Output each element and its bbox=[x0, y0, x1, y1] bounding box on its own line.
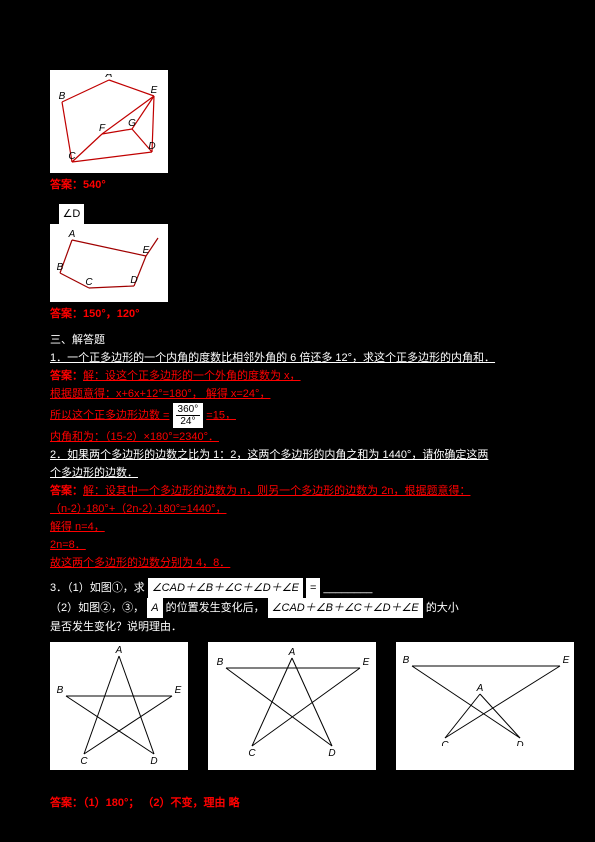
polygon-figure-1: A B C D E F G bbox=[54, 74, 164, 169]
svg-text:D: D bbox=[328, 748, 335, 756]
a2-line3: 解得 n=4， bbox=[50, 521, 105, 533]
svg-text:B: B bbox=[59, 91, 66, 102]
svg-text:C: C bbox=[85, 277, 93, 288]
star-row: A B C D E A B C D E A B C D E bbox=[50, 642, 545, 770]
q1-text: 1．一个正多边形的一个内角的度数比相邻外角的 6 倍还多 12°，求这个正多边形… bbox=[50, 352, 495, 364]
svg-text:D: D bbox=[150, 756, 157, 766]
q3-l2b: 的位置发生变化后， bbox=[166, 602, 265, 614]
q2-text-a: 2．如果两个多边形的边数之比为 1：2，这两个多边形的内角之和为 1440°，请… bbox=[50, 449, 488, 461]
star-figure-3: A B C D E bbox=[396, 642, 574, 770]
a1-line3a: 所以这个正多边形边数 = bbox=[50, 409, 169, 421]
angle-d-box: ∠D bbox=[59, 204, 85, 224]
svg-text:E: E bbox=[143, 245, 150, 256]
svg-text:B: B bbox=[403, 655, 410, 666]
svg-text:C: C bbox=[248, 748, 256, 756]
q-inline-d: x ∠D bbox=[50, 204, 545, 224]
svg-text:D: D bbox=[130, 275, 137, 286]
svg-text:A: A bbox=[115, 646, 123, 656]
a1-frac-den: 24° bbox=[176, 416, 201, 427]
q3-row2: （2）如图②，③， A 的位置发生变化后， ∠CAD＋∠B＋∠C＋∠D＋∠E 的… bbox=[50, 598, 545, 618]
svg-text:B: B bbox=[57, 685, 64, 696]
svg-text:A: A bbox=[105, 74, 113, 80]
svg-text:B: B bbox=[57, 262, 64, 273]
a1-line4: 内角和为：（15-2）×180°=2340°． bbox=[50, 431, 219, 443]
a1-line3b: =15， bbox=[206, 409, 236, 421]
a2-line5: 故这两个多边形的边数分别为 4，8． bbox=[50, 557, 230, 569]
q3-box-a: A bbox=[147, 598, 162, 618]
svg-text:E: E bbox=[151, 85, 158, 96]
a1-frac-num: 360° bbox=[176, 404, 201, 416]
svg-text:C: C bbox=[441, 740, 449, 746]
figure-1: A B C D E F G bbox=[50, 70, 168, 173]
a2-line1: 解：设其中一个多边形的边数为 n，则另一个多边形的边数为 2n，根据题意得： bbox=[83, 485, 470, 497]
svg-text:E: E bbox=[363, 657, 370, 668]
polygon-figure-2: A B C D E bbox=[54, 228, 164, 298]
star-figure-2: A B C D E bbox=[208, 642, 376, 770]
section-3-title: 三、解答题 bbox=[50, 331, 545, 349]
a1-line2: 根据题意得：x+6x+12°=180°， 解得 x=24°， bbox=[50, 388, 270, 400]
q3-l3: 是否发生变化？说明理由． bbox=[50, 618, 545, 636]
q3-box2: ∠CAD＋∠B＋∠C＋∠D＋∠E bbox=[268, 598, 423, 618]
q2-text-b: 个多边形的边数． bbox=[50, 467, 138, 479]
a2-lead: 答案： bbox=[50, 485, 83, 497]
answer-1: 答案：540° bbox=[50, 179, 106, 191]
svg-text:D: D bbox=[516, 740, 523, 746]
svg-text:A: A bbox=[68, 229, 76, 240]
svg-text:G: G bbox=[128, 118, 136, 129]
svg-text:F: F bbox=[99, 123, 106, 134]
q3-row1: 3．（1）如图①，求 ∠CAD＋∠B＋∠C＋∠D＋∠E = ________ bbox=[50, 578, 545, 598]
a1-fraction: 360° 24° bbox=[173, 403, 204, 428]
svg-text:C: C bbox=[68, 151, 76, 162]
answer-2: 答案：150°，120° bbox=[50, 308, 140, 320]
a2-line4: 2n=8． bbox=[50, 539, 86, 551]
a1-line1: 解：设这个正多边形的一个外角的度数为 x， bbox=[83, 370, 301, 382]
svg-text:D: D bbox=[148, 141, 155, 152]
q3-l1: 3．（1）如图①，求 bbox=[50, 582, 145, 594]
svg-text:C: C bbox=[80, 756, 88, 766]
svg-text:E: E bbox=[175, 685, 182, 696]
svg-text:E: E bbox=[563, 655, 570, 666]
answer-3: 答案：（1）180°； （2）不变，理由 略 bbox=[50, 797, 240, 809]
q3-blank: ________ bbox=[323, 582, 372, 594]
a1-lead: 答案： bbox=[50, 370, 83, 382]
svg-text:A: A bbox=[476, 683, 484, 694]
q3-l2a: （2）如图②，③， bbox=[50, 602, 144, 614]
star-figure-1: A B C D E bbox=[50, 642, 188, 770]
q3-l2c: 的大小 bbox=[426, 602, 459, 614]
q3-box1: ∠CAD＋∠B＋∠C＋∠D＋∠E bbox=[148, 578, 303, 598]
a2-line2: （n-2）·180°+（2n-2）·180°=1440°， bbox=[50, 503, 226, 515]
figure-2: A B C D E bbox=[50, 224, 168, 302]
q3-eq: = bbox=[306, 578, 320, 598]
svg-text:B: B bbox=[217, 657, 224, 668]
svg-text:A: A bbox=[288, 647, 296, 658]
